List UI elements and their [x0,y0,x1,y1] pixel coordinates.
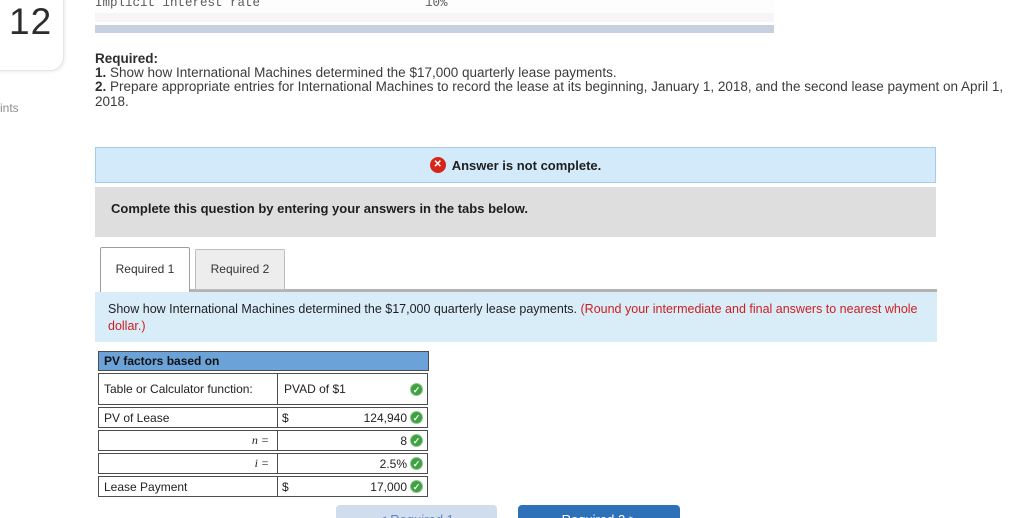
required-item-1: 1. Show how International Machines deter… [95,65,617,81]
table-row-i: i = 2.5% ✓ [98,453,429,474]
answer-status-text: Answer is not complete. [451,157,602,173]
check-icon: ✓ [410,411,423,424]
answer-value: 2.5% [379,456,407,471]
table-row-n: n = 8 ✓ [98,430,429,451]
clipped-problem-row: Implicit interest rate 10% [95,0,774,13]
check-icon: ✓ [410,457,423,470]
tab-required-2[interactable]: Required 2 [195,249,285,290]
dollar-sign: $ [282,410,289,425]
clipped-row-value: 10% [425,0,448,10]
complete-question-banner: Complete this question by entering your … [95,187,936,237]
answer-cell-function[interactable]: PVAD of $1 ✓ [277,373,428,405]
row-label: Lease Payment [104,479,188,494]
check-icon: ✓ [410,434,423,447]
table-row-function: Table or Calculator function: PVAD of $1… [98,373,429,405]
answer-value: PVAD of $1 [284,382,346,396]
points-label-partial: ints [0,101,19,115]
tab-strip-underline [190,289,937,292]
answer-status-banner: ✕ Answer is not complete. [95,147,936,183]
required-item-2: 2. Prepare appropriate entries for Inter… [95,79,1004,109]
answer-cell-n[interactable]: 8 ✓ [277,430,428,451]
pv-table-header: PV factors based on [98,351,429,371]
prev-required-button[interactable]: < Required 1 [336,505,497,518]
check-icon: ✓ [410,480,423,493]
answer-cell-payment[interactable]: $ 17,000 ✓ [277,476,428,497]
table-row-pv-of-lease: PV of Lease $ 124,940 ✓ [98,407,429,428]
pv-factors-table: PV factors based on Table or Calculator … [98,351,429,497]
row-label: Table or Calculator function: [104,382,253,396]
next-required-button[interactable]: Required 2 > [518,505,680,518]
question-number: 12 [9,1,53,42]
row-label: PV of Lease [104,410,170,425]
clipped-empty-row [95,13,774,22]
row-label: i = [254,456,269,470]
check-icon: ✓ [410,382,423,396]
x-circle-icon: ✕ [429,157,446,173]
dollar-sign: $ [282,479,289,494]
question-number-card: 12 [0,0,64,71]
answer-value: 8 [400,433,407,448]
table-bottom-bar [95,25,774,33]
answer-cell-pv[interactable]: $ 124,940 ✓ [277,407,428,428]
tab-required-1[interactable]: Required 1 [100,247,190,292]
tab-instruction-box: Show how International Machines determin… [95,292,937,342]
required-heading: Required: [95,51,159,66]
table-row-lease-payment: Lease Payment $ 17,000 ✓ [98,476,429,497]
answer-value: 124,940 [363,410,407,425]
tab-instruction-text: Show how International Machines determin… [108,302,581,316]
clipped-row-label: Implicit interest rate [95,0,261,10]
rounding-note: (Round your intermediate and final answe… [108,302,918,333]
answer-cell-i[interactable]: 2.5% ✓ [277,453,428,474]
answer-value: 17,000 [370,479,407,494]
row-label: n = [251,433,269,447]
required-section: Required: 1. Show how International Mach… [95,51,1017,109]
